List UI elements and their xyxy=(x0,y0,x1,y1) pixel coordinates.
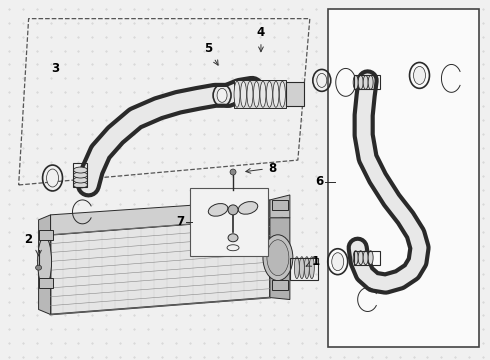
Polygon shape xyxy=(50,218,270,315)
FancyBboxPatch shape xyxy=(39,230,52,240)
Ellipse shape xyxy=(238,202,258,214)
FancyBboxPatch shape xyxy=(272,280,288,289)
Ellipse shape xyxy=(363,251,368,265)
Text: 4: 4 xyxy=(257,26,265,51)
Ellipse shape xyxy=(267,81,272,107)
Ellipse shape xyxy=(358,251,363,265)
Polygon shape xyxy=(50,200,270,235)
FancyBboxPatch shape xyxy=(234,80,286,108)
Ellipse shape xyxy=(368,75,373,89)
Ellipse shape xyxy=(279,81,285,107)
Text: 8: 8 xyxy=(246,162,276,175)
Ellipse shape xyxy=(241,81,246,107)
Ellipse shape xyxy=(74,167,87,173)
Text: 6: 6 xyxy=(316,175,324,189)
FancyBboxPatch shape xyxy=(190,188,268,256)
Ellipse shape xyxy=(304,257,309,279)
Ellipse shape xyxy=(299,257,304,279)
Polygon shape xyxy=(39,215,50,315)
Ellipse shape xyxy=(36,265,42,270)
Ellipse shape xyxy=(253,81,260,107)
Ellipse shape xyxy=(230,169,236,175)
Ellipse shape xyxy=(38,237,51,287)
Ellipse shape xyxy=(267,240,289,276)
FancyBboxPatch shape xyxy=(286,82,304,106)
FancyBboxPatch shape xyxy=(39,278,52,288)
Text: 5: 5 xyxy=(204,42,218,65)
Ellipse shape xyxy=(363,75,368,89)
Ellipse shape xyxy=(228,234,238,242)
Ellipse shape xyxy=(368,251,373,265)
Polygon shape xyxy=(270,218,290,300)
Ellipse shape xyxy=(208,203,228,216)
Text: 7: 7 xyxy=(176,215,184,228)
Ellipse shape xyxy=(294,257,299,279)
Ellipse shape xyxy=(228,205,238,215)
Text: 2: 2 xyxy=(24,233,33,246)
Text: 3: 3 xyxy=(51,62,60,75)
Text: 1: 1 xyxy=(306,255,320,268)
Ellipse shape xyxy=(273,81,279,107)
Ellipse shape xyxy=(263,235,293,280)
Ellipse shape xyxy=(309,257,314,279)
Ellipse shape xyxy=(332,253,343,271)
Ellipse shape xyxy=(353,75,358,89)
Ellipse shape xyxy=(317,73,327,87)
Ellipse shape xyxy=(260,81,266,107)
FancyBboxPatch shape xyxy=(328,9,479,347)
Ellipse shape xyxy=(74,182,87,188)
Ellipse shape xyxy=(74,177,87,183)
Ellipse shape xyxy=(247,81,253,107)
Ellipse shape xyxy=(414,67,425,84)
Ellipse shape xyxy=(74,172,87,178)
Ellipse shape xyxy=(47,169,58,187)
Ellipse shape xyxy=(217,88,227,102)
Ellipse shape xyxy=(358,75,363,89)
Polygon shape xyxy=(270,195,290,218)
Ellipse shape xyxy=(353,251,358,265)
Ellipse shape xyxy=(234,81,240,107)
FancyBboxPatch shape xyxy=(272,200,288,210)
